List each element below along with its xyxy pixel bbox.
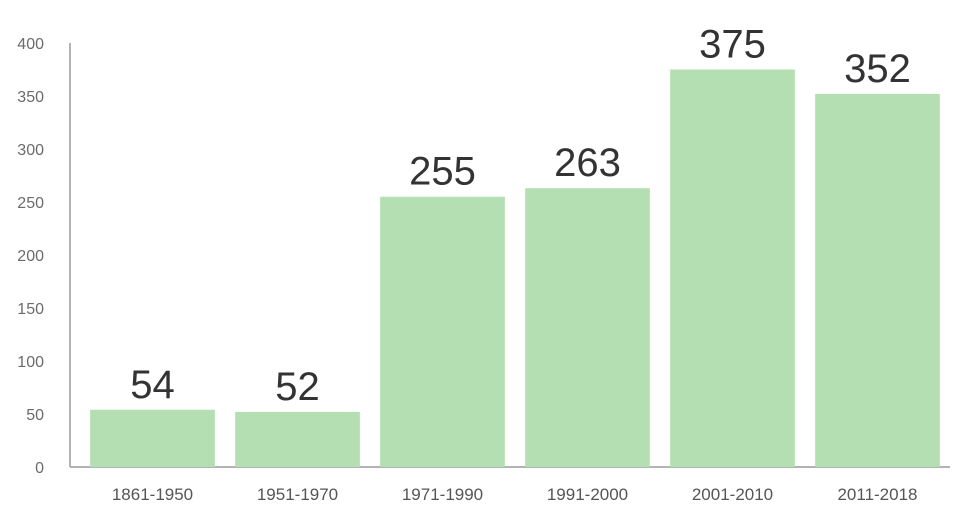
bar bbox=[235, 411, 360, 467]
bars-group bbox=[90, 69, 940, 467]
bar bbox=[815, 93, 940, 467]
x-category-label: 1971-1990 bbox=[402, 485, 483, 504]
bar-value-label: 54 bbox=[130, 363, 175, 407]
y-tick-label: 100 bbox=[17, 354, 44, 371]
x-axis-labels: 1861-1950 1951-1970 1971-1990 1991-2000 2001… bbox=[112, 485, 918, 504]
x-category-label: 2011-2018 bbox=[837, 485, 917, 504]
y-tick-label: 50 bbox=[26, 407, 44, 424]
y-tick-label: 300 bbox=[17, 142, 44, 159]
bar bbox=[380, 196, 505, 467]
bar-value-label: 375 bbox=[699, 23, 766, 67]
bar bbox=[90, 409, 215, 467]
bar bbox=[525, 188, 650, 467]
y-axis-ticks: 0 50 100 150 200 250 300 350 400 bbox=[17, 36, 44, 477]
data-labels-group: 54 52 255 263 375 352 bbox=[130, 23, 911, 409]
x-category-label: 1991-2000 bbox=[547, 485, 628, 504]
y-tick-label: 250 bbox=[17, 195, 44, 212]
y-tick-label: 0 bbox=[35, 460, 44, 477]
y-tick-label: 200 bbox=[17, 248, 44, 265]
x-category-label: 1861-1950 bbox=[112, 485, 193, 504]
y-tick-label: 400 bbox=[17, 36, 44, 53]
x-category-label: 1951-1970 bbox=[257, 485, 338, 504]
bar bbox=[670, 69, 795, 467]
bar-value-label: 255 bbox=[409, 150, 476, 194]
y-tick-label: 350 bbox=[17, 89, 44, 106]
y-tick-label: 150 bbox=[17, 301, 44, 318]
bar-value-label: 52 bbox=[275, 365, 320, 409]
bar-value-label: 263 bbox=[554, 141, 621, 185]
x-category-label: 2001-2010 bbox=[692, 485, 773, 504]
bar-value-label: 352 bbox=[844, 47, 911, 91]
